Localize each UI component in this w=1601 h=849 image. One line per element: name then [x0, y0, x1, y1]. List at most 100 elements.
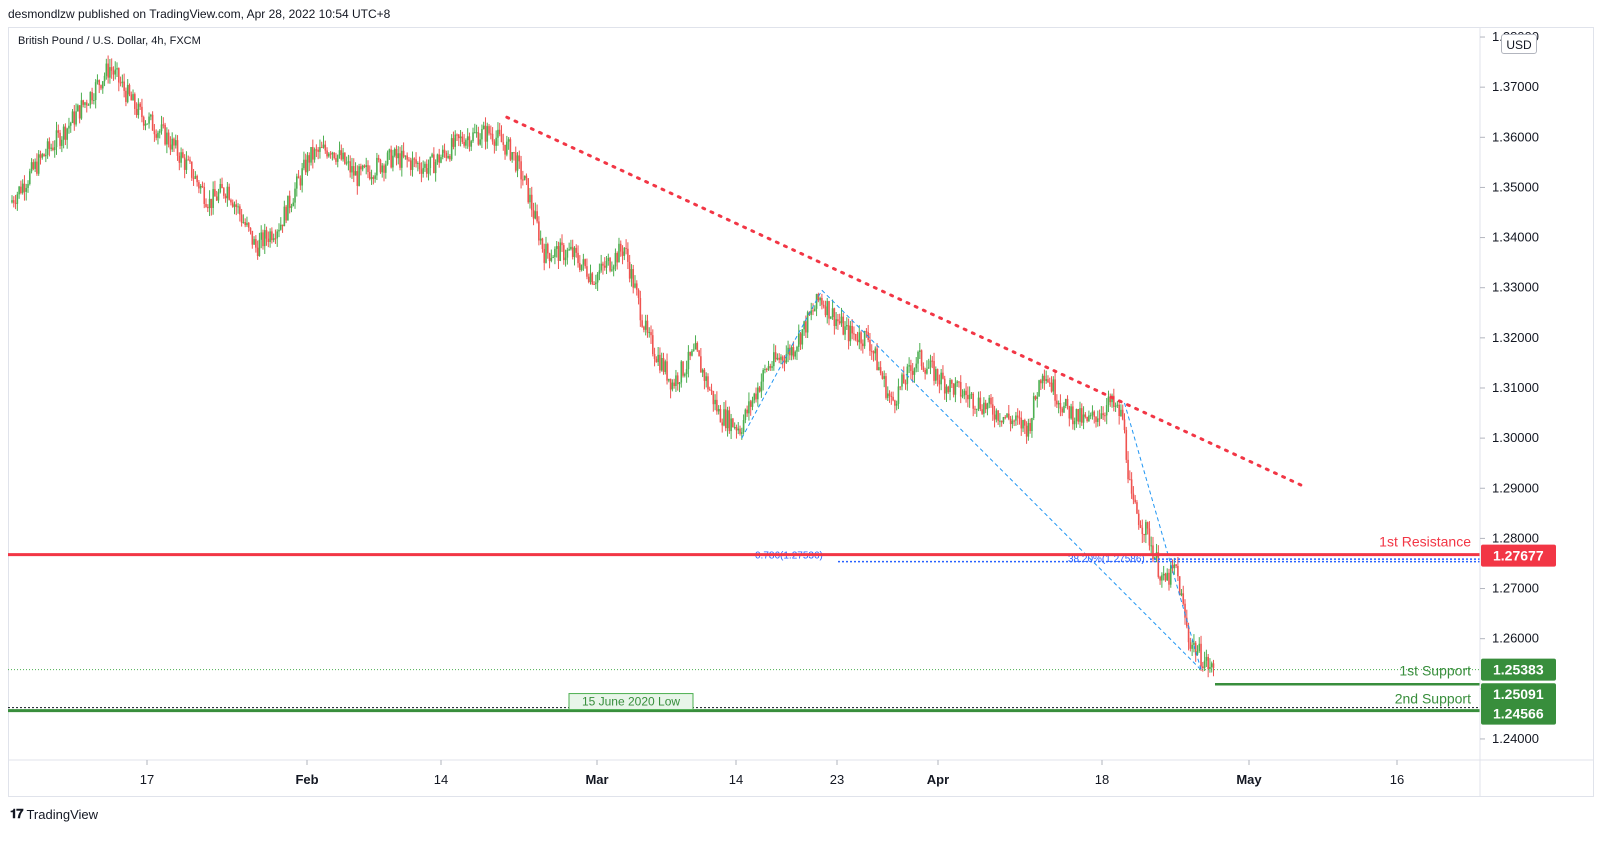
candle-body — [1202, 666, 1204, 669]
candle-body — [1116, 404, 1119, 406]
candle-body — [721, 422, 724, 426]
candle-body — [908, 365, 910, 367]
candle-body — [1118, 404, 1120, 417]
candle-body — [75, 111, 77, 125]
candle-body — [563, 245, 565, 261]
candle-body — [741, 432, 743, 434]
candle-body — [1089, 415, 1092, 417]
candle-body — [21, 183, 24, 194]
candle-body — [146, 123, 149, 125]
candle-body — [166, 132, 168, 145]
candle-body — [454, 134, 457, 147]
candle-body — [840, 316, 843, 324]
currency-button[interactable]: USD — [1501, 34, 1537, 54]
candle-body — [1145, 522, 1147, 536]
candle-body — [1180, 593, 1183, 596]
candle-body — [14, 202, 17, 204]
candle-body — [1171, 565, 1174, 569]
candle-body — [625, 247, 627, 249]
candle-body — [409, 160, 412, 170]
candle-body — [669, 378, 672, 390]
price-tick-label: 1.32000 — [1492, 330, 1539, 345]
candle-body — [281, 224, 284, 227]
candle-body — [1129, 479, 1131, 481]
candle-body — [256, 247, 259, 256]
candle-body — [260, 232, 262, 240]
candle-body — [611, 269, 613, 271]
candle-body — [972, 393, 974, 409]
candle-body — [926, 368, 928, 374]
candle-body — [849, 325, 852, 342]
candle-body — [224, 195, 227, 199]
candle-body — [714, 399, 716, 405]
candle-body — [764, 368, 766, 370]
candle-body — [491, 133, 494, 142]
candle-body — [676, 375, 679, 385]
candle-body — [301, 168, 303, 186]
candle-body — [719, 408, 722, 423]
candle-body — [1203, 660, 1206, 669]
candle-body — [862, 343, 864, 347]
candle-body — [552, 256, 554, 259]
candle-body — [173, 138, 175, 146]
candle-body — [1075, 409, 1078, 421]
candle-body — [287, 195, 289, 221]
candle-body — [123, 81, 125, 91]
candle-body — [313, 149, 316, 160]
candle-body — [1130, 479, 1133, 494]
candle-body — [294, 188, 296, 203]
candle-body — [543, 248, 546, 263]
candle-body — [991, 404, 994, 415]
candle-body — [103, 75, 106, 82]
candle-body — [1050, 382, 1053, 392]
candle-body — [434, 161, 437, 174]
price-tick-label: 1.27000 — [1492, 581, 1539, 596]
candle-body — [377, 157, 380, 160]
candle-body — [1032, 396, 1035, 418]
candle-body — [760, 381, 763, 392]
candle-body — [737, 428, 740, 431]
candle-body — [689, 351, 691, 356]
fib-382-label: 38.20%(1.27586) — [1068, 554, 1145, 565]
candle-body — [999, 420, 1001, 422]
candle-body — [98, 80, 101, 86]
candle-body — [459, 136, 462, 139]
candle-body — [1164, 573, 1167, 581]
candle-body — [586, 266, 588, 277]
candle-body — [288, 195, 291, 208]
candle-body — [758, 387, 761, 392]
candle-body — [424, 163, 426, 168]
candle-body — [404, 155, 407, 157]
candle-body — [372, 177, 375, 179]
candle-body — [831, 308, 834, 317]
candle-body — [965, 390, 967, 395]
candle-body — [226, 186, 229, 199]
candle-body — [993, 414, 996, 420]
candle-body — [1041, 375, 1044, 384]
candle-body — [189, 159, 191, 162]
candle-body — [920, 350, 923, 367]
candle-body — [935, 369, 937, 381]
candle-body — [555, 246, 558, 249]
candle-body — [983, 402, 985, 414]
candle-body — [433, 154, 435, 174]
candle-body — [988, 397, 991, 404]
candle-body — [771, 366, 773, 368]
candle-body — [700, 356, 702, 373]
candle-body — [580, 264, 583, 270]
price-tick-label: 1.24000 — [1492, 731, 1539, 746]
candle-body — [87, 104, 90, 106]
candle-body — [52, 147, 54, 151]
candle-body — [1136, 502, 1138, 514]
candle-body — [723, 409, 725, 426]
candle-body — [335, 158, 337, 162]
candle-body — [328, 153, 330, 157]
candle-body — [237, 206, 239, 208]
candle-body — [705, 376, 707, 381]
candle-body — [215, 196, 218, 201]
footer-brand: TradingView — [26, 806, 99, 822]
candle-body — [938, 380, 941, 385]
candle-body — [1102, 413, 1104, 416]
candle-body — [947, 386, 950, 393]
